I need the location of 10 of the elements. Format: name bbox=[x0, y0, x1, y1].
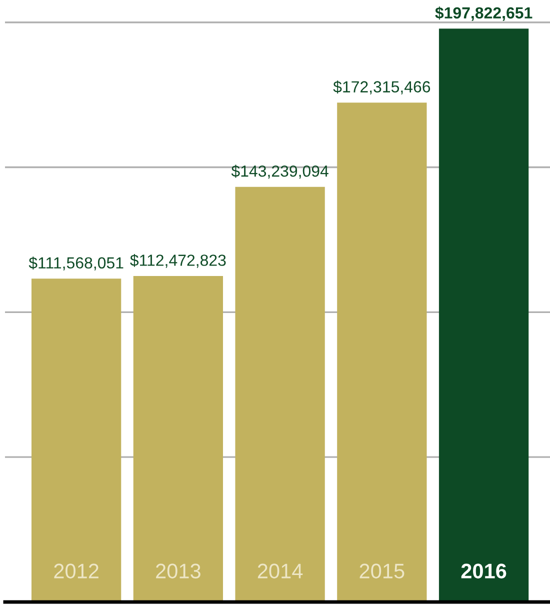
x-tick-label: 2013 bbox=[156, 564, 200, 578]
x-tick-label: 2015 bbox=[360, 564, 404, 578]
data-label: $112,472,823 bbox=[130, 254, 226, 268]
data-label: $111,568,051 bbox=[28, 256, 124, 270]
data-label: $172,315,466 bbox=[333, 80, 430, 94]
x-tick-label: 2016 bbox=[461, 564, 506, 578]
data-label: $197,822,651 bbox=[435, 6, 532, 21]
data-label: $143,239,094 bbox=[231, 164, 328, 179]
x-tick-label: 2012 bbox=[54, 564, 98, 578]
x-tick-label: 2014 bbox=[258, 564, 303, 578]
